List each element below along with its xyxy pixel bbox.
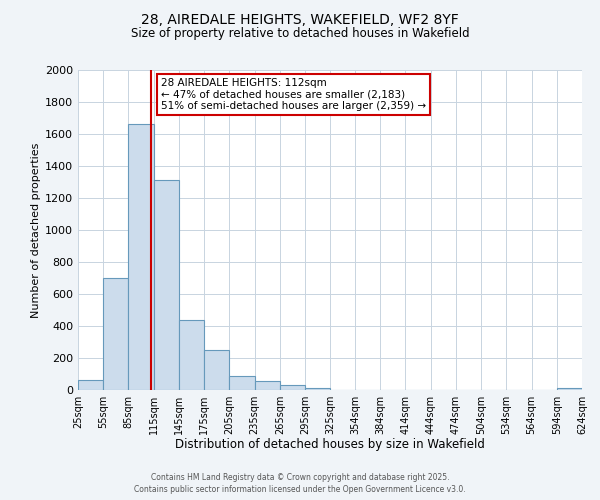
Bar [103, 278, 128, 390]
Bar [254, 381, 280, 390]
Text: 28 AIREDALE HEIGHTS: 112sqm
← 47% of detached houses are smaller (2,183)
51% of : 28 AIREDALE HEIGHTS: 112sqm ← 47% of det… [161, 78, 426, 111]
Bar [204, 350, 229, 390]
Bar [128, 124, 154, 390]
Bar [179, 320, 204, 390]
Bar [305, 388, 331, 390]
Bar [78, 380, 103, 390]
Bar [229, 376, 254, 390]
Text: 28, AIREDALE HEIGHTS, WAKEFIELD, WF2 8YF: 28, AIREDALE HEIGHTS, WAKEFIELD, WF2 8YF [141, 12, 459, 26]
Y-axis label: Number of detached properties: Number of detached properties [31, 142, 41, 318]
Text: Contains HM Land Registry data © Crown copyright and database right 2025.: Contains HM Land Registry data © Crown c… [151, 473, 449, 482]
Bar [154, 180, 179, 390]
X-axis label: Distribution of detached houses by size in Wakefield: Distribution of detached houses by size … [175, 438, 485, 452]
Bar [280, 385, 305, 390]
Text: Size of property relative to detached houses in Wakefield: Size of property relative to detached ho… [131, 28, 469, 40]
Text: Contains public sector information licensed under the Open Government Licence v3: Contains public sector information licen… [134, 484, 466, 494]
Bar [557, 388, 582, 390]
